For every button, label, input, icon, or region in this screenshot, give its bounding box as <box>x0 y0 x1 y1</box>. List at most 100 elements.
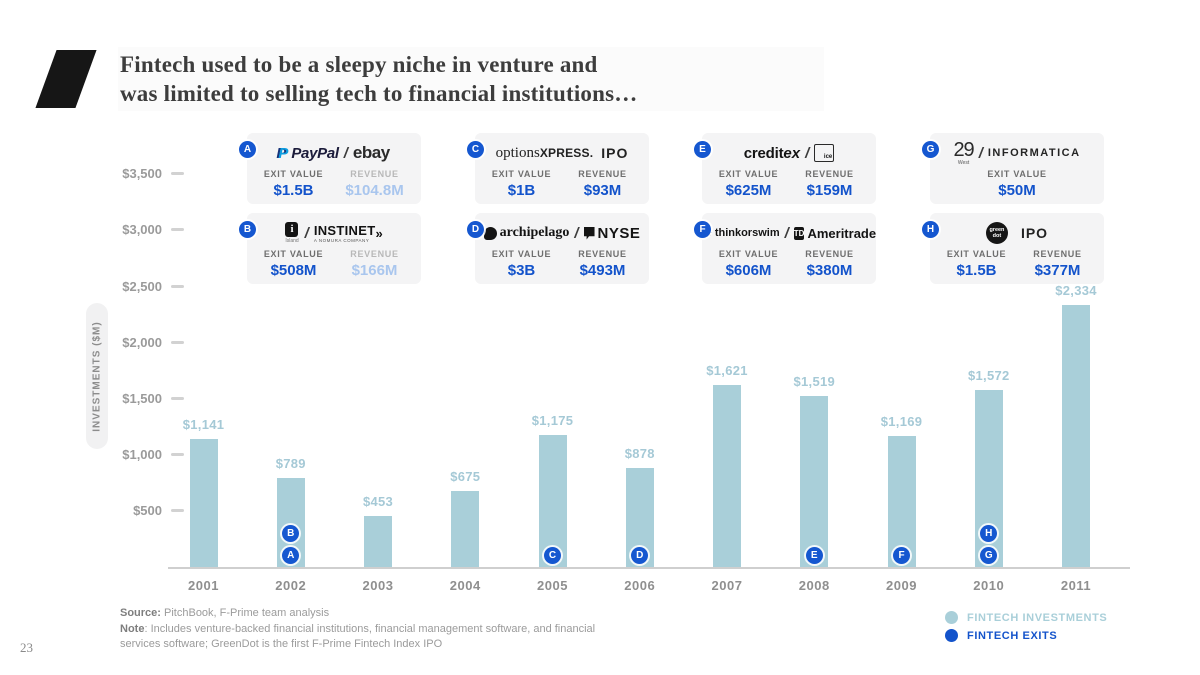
source-line: Source: PitchBook, F-Prime team analysis <box>120 606 638 622</box>
revenue-stat: REVENUE $493M <box>562 249 643 279</box>
company-logos-C: options XPRESS. IPO <box>475 140 649 166</box>
logo-text: / <box>574 224 579 242</box>
company-logos-D: archipelago / NYSE <box>475 220 649 246</box>
revenue-value: $493M <box>579 262 626 279</box>
logo-text: 29 <box>953 139 974 161</box>
card-stats-E: EXIT VALUE $625M REVENUE $159M <box>702 169 876 199</box>
exit-value: $1.5B <box>956 262 997 279</box>
exit-value-stat: EXIT VALUE $606M <box>708 249 789 279</box>
logo-text: / <box>343 144 348 162</box>
x-axis-line <box>168 567 1130 569</box>
bar-value-label-2006: $878 <box>624 446 655 461</box>
exit-value-label: EXIT VALUE <box>263 169 324 179</box>
card-badge-E: E <box>694 141 711 158</box>
exit-value-stat: EXIT VALUE $1.5B <box>253 169 334 199</box>
tos-logo: thinkorswim <box>715 227 780 239</box>
x-tick-label-2009: 2009 <box>886 578 917 593</box>
paypal-logo: PayPal <box>291 145 339 162</box>
logo-text: IPO <box>1020 225 1049 241</box>
y-tick-label: $2,000 <box>122 334 162 350</box>
revenue-stat: REVENUE $159M <box>789 169 870 199</box>
logo-text: credit <box>743 144 784 162</box>
exit-badge-D: D <box>631 547 649 564</box>
card-stats-B: EXIT VALUE $508M REVENUE $166M <box>247 249 421 279</box>
logo-text: XPRESS. <box>539 146 594 160</box>
slash-logo: / <box>569 225 583 242</box>
ebay-logo: ebay <box>353 143 390 163</box>
note-line: Note: Includes venture-backed financial … <box>120 622 638 653</box>
revenue-value: $166M <box>351 262 398 279</box>
card-badge-B: B <box>239 221 256 238</box>
page-number: 23 <box>20 640 33 655</box>
company-logos-B: i Island / INSTINET A NOMURA COMPANY» <box>247 220 421 246</box>
exit-value-label: EXIT VALUE <box>718 169 779 179</box>
slash-logo: / <box>800 145 814 162</box>
y-tick-2500: $2,500 <box>92 278 184 294</box>
y-tick-mark <box>171 284 184 288</box>
pp-ic-logo: P <box>278 145 291 162</box>
y-tick-label: $3,000 <box>122 222 162 238</box>
bar-value-label-2010: $1,572 <box>967 368 1010 383</box>
title-line-1: Fintech used to be a sleepy niche in ven… <box>120 52 598 77</box>
exit-value: $625M <box>725 182 772 199</box>
creditex-logo: credit <box>744 145 784 162</box>
card-badge-G: G <box>922 141 939 158</box>
logo-text: archipelago <box>499 225 570 240</box>
bar-value-label-2003: $453 <box>362 494 394 509</box>
y-tick-label: $1,000 <box>122 447 162 463</box>
exit-value-label: EXIT VALUE <box>718 249 779 259</box>
exit-badge-B: B <box>282 525 300 542</box>
exit-value: $508M <box>270 262 317 279</box>
creditex-ex-logo: ex <box>783 145 800 162</box>
y-tick-3000: $3,000 <box>92 222 184 238</box>
island-logo: i Island <box>285 222 299 244</box>
x-tick-label-2006: 2006 <box>624 578 656 593</box>
company-logos-G: 29 West / INFORMATICA <box>930 140 1104 166</box>
td-logo: TD <box>793 226 805 240</box>
y-tick-mark <box>171 228 184 232</box>
logo-text: INFORMATICA <box>987 147 1081 159</box>
ameritrade-logo: Ameritrade <box>807 226 876 241</box>
exit-value-stat: EXIT VALUE $50M <box>936 169 1098 199</box>
source-text: PitchBook, F-Prime team analysis <box>160 607 330 619</box>
y-tick-label: $500 <box>133 503 162 519</box>
x-tick-label-2001: 2001 <box>188 578 219 593</box>
ipo-logo: IPO <box>1013 225 1048 241</box>
optx-logo: options <box>496 145 540 162</box>
nyse-logo: NYSE <box>598 225 641 242</box>
revenue-value: $380M <box>806 262 853 279</box>
source-label: Source: <box>120 607 161 619</box>
exit-badge-G: G <box>980 547 998 564</box>
y-tick-mark <box>171 453 184 457</box>
y-tick-2000: $2,000 <box>92 334 184 350</box>
card-stats-D: EXIT VALUE $3B REVENUE $493M <box>475 249 649 279</box>
exit-badge-H: H <box>980 525 998 542</box>
card-stats-F: EXIT VALUE $606M REVENUE $380M <box>702 249 876 279</box>
x-tick-label-2003: 2003 <box>362 578 394 593</box>
card-badge-F: F <box>694 221 711 238</box>
logo-subtext: A NOMURA COMPANY <box>313 238 370 243</box>
exit-value-stat: EXIT VALUE $508M <box>253 249 334 279</box>
exit-value: $1B <box>507 182 536 199</box>
exit-value-label: EXIT VALUE <box>987 169 1047 179</box>
y-axis-label-pill: INVESTMENTS ($M) <box>86 303 108 449</box>
revenue-label: REVENUE <box>578 249 627 259</box>
logo-text: ex <box>783 144 801 162</box>
arch-logo: archipelago <box>500 225 570 241</box>
slash-logo: / <box>339 145 353 162</box>
title-line-2: was limited to selling tech to financial… <box>120 81 638 107</box>
revenue-value: $104.8M <box>345 182 404 199</box>
y-tick-label: $1,500 <box>122 390 162 406</box>
card-stats-G: EXIT VALUE $50M <box>930 169 1104 199</box>
exit-value-label: EXIT VALUE <box>946 249 1007 259</box>
exit-value-stat: EXIT VALUE $625M <box>708 169 789 199</box>
exit-value: $3B <box>507 262 536 279</box>
investment-bar-2004 <box>451 491 480 567</box>
company-logos-H: green dot IPO <box>930 220 1104 246</box>
greendot-logo: green dot <box>985 222 1008 244</box>
